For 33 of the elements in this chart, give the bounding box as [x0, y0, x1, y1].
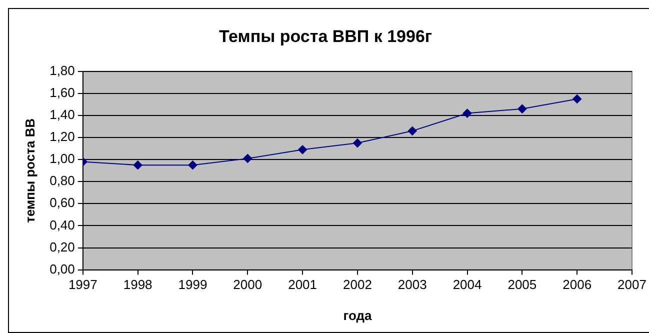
y-tick-label: 1,00 — [50, 151, 75, 166]
x-tick-label: 1999 — [178, 277, 208, 292]
point — [298, 145, 308, 154]
point — [518, 104, 527, 114]
x-tick-label: 2001 — [288, 277, 317, 292]
point — [462, 108, 472, 118]
x-tick-label: 2004 — [452, 277, 482, 292]
x-tick-label: 2006 — [562, 277, 592, 292]
chart-title: Темпы роста ВВП к 1996г — [219, 26, 432, 46]
y-tick-label: 0,60 — [50, 195, 75, 210]
y-tick-label: 0,80 — [50, 173, 75, 188]
x-axis-title: года — [343, 308, 372, 323]
y-tick-label: 1,20 — [50, 129, 75, 144]
y-tick-label: 1,40 — [50, 107, 75, 122]
point — [408, 126, 417, 136]
x-tick-label: 2002 — [342, 277, 372, 292]
x-tick-label: 2000 — [233, 277, 262, 292]
point — [352, 138, 362, 148]
y-tick-label: 0,00 — [50, 261, 75, 276]
x-tick-label: 2007 — [618, 277, 646, 292]
x-tick-label: 2005 — [508, 277, 537, 292]
y-tick-label: 0,20 — [50, 239, 75, 254]
point — [133, 160, 142, 170]
y-axis-title: темпы роста ВВ — [22, 118, 38, 223]
x-tick-label: 2003 — [398, 277, 427, 292]
y-tick-label: 1,60 — [50, 85, 75, 100]
y-tick-label: 1,80 — [50, 62, 75, 78]
point — [572, 94, 582, 104]
point — [188, 160, 198, 170]
x-tick-label: 1998 — [123, 277, 152, 292]
y-tick-label: 0,40 — [50, 217, 75, 232]
x-tick-label: 1997 — [68, 277, 98, 292]
point — [243, 154, 252, 163]
